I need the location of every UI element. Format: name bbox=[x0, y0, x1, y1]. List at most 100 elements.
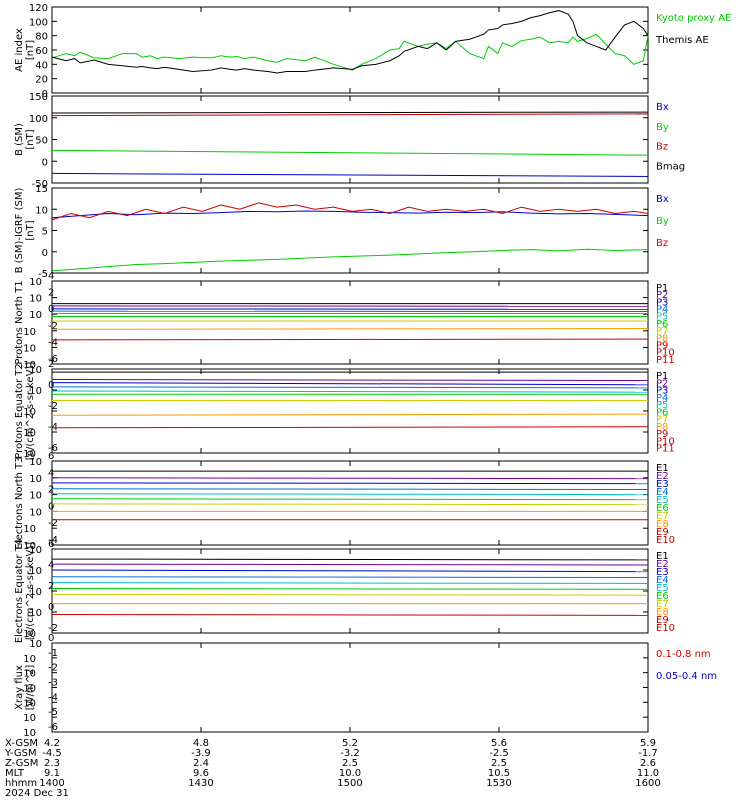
y-tick-exponent: -6 bbox=[48, 722, 58, 733]
y-tick-label: 10 bbox=[23, 327, 36, 338]
y-tick-exponent: -6 bbox=[48, 443, 58, 454]
y-tick-label: 10 bbox=[29, 491, 42, 502]
legend-entry: P3 bbox=[656, 386, 668, 397]
y-tick-exponent: 4 bbox=[48, 468, 54, 479]
y-tick-exponent: 4 bbox=[48, 560, 54, 571]
y-tick-label: 15 bbox=[35, 184, 48, 195]
legend-entry: E3 bbox=[656, 567, 669, 578]
legend-entry: P2 bbox=[656, 378, 668, 389]
ephem-value: 1400 bbox=[39, 778, 64, 789]
y-tick-exponent: 0 bbox=[48, 304, 54, 315]
legend-entry: Bz bbox=[656, 238, 668, 249]
legend-entry: E7 bbox=[656, 599, 669, 610]
legend-entry: P6 bbox=[656, 319, 668, 330]
legend-entry: E6 bbox=[656, 503, 669, 514]
series-line bbox=[51, 503, 649, 506]
y-tick-label: 0 bbox=[42, 157, 48, 168]
y-tick-label: 10 bbox=[23, 407, 36, 418]
legend-entry: P5 bbox=[656, 312, 668, 323]
y-tick-label: 10 bbox=[23, 541, 36, 552]
legend-entry: P7 bbox=[656, 415, 668, 426]
ephem-value: 10.5 bbox=[488, 768, 510, 779]
panel-frame bbox=[51, 6, 649, 94]
series-line bbox=[51, 338, 649, 341]
y-tick-label: 10 bbox=[23, 684, 36, 695]
y-axis-label: Electrons North T3 bbox=[14, 456, 25, 549]
y-tick-label: 0 bbox=[42, 248, 48, 259]
ephem-value: 5.6 bbox=[491, 738, 507, 749]
series-line bbox=[51, 379, 649, 382]
legend-entry: P10 bbox=[656, 436, 675, 447]
legend-entry: P11 bbox=[656, 444, 675, 455]
y-tick-label: 60 bbox=[35, 46, 48, 57]
legend-entry: E3 bbox=[656, 479, 669, 490]
legend-entry: Kyoto proxy AE bbox=[656, 13, 731, 24]
y-tick-label: 10 bbox=[23, 360, 36, 371]
series-line bbox=[51, 390, 649, 393]
y-tick-label: 10 bbox=[23, 713, 36, 724]
legend-entry: P11 bbox=[656, 355, 675, 366]
y-tick-label: 10 bbox=[23, 449, 36, 460]
y-tick-exponent: -2 bbox=[48, 321, 58, 332]
y-tick-exponent: 6 bbox=[48, 539, 54, 550]
panel-frame bbox=[51, 187, 649, 274]
y-tick-label: 50 bbox=[35, 136, 48, 147]
legend-entry: P1 bbox=[656, 371, 668, 382]
legend-entry: E10 bbox=[656, 535, 675, 546]
series-line bbox=[51, 563, 649, 566]
legend-entry: E4 bbox=[656, 487, 669, 498]
y-tick-label: 10 bbox=[23, 728, 36, 739]
legend-entry: P8 bbox=[656, 333, 668, 344]
series-line bbox=[51, 172, 649, 177]
y-tick-label: -5 bbox=[38, 269, 48, 280]
ephem-value: -3.2 bbox=[340, 748, 360, 759]
ephem-value: 5.9 bbox=[640, 738, 656, 749]
y-tick-label: 10 bbox=[29, 587, 42, 598]
ephem-value: 2.5 bbox=[491, 758, 507, 769]
y-tick-label: 100 bbox=[29, 17, 48, 28]
legend-entry: E7 bbox=[656, 511, 669, 522]
series-line bbox=[51, 10, 649, 74]
ephem-value: 2.3 bbox=[44, 758, 60, 769]
y-tick-label: 10 bbox=[29, 566, 42, 577]
y-tick-label: 10 bbox=[29, 386, 42, 397]
y-tick-exponent: -2 bbox=[48, 663, 58, 674]
y-tick-exponent: 2 bbox=[48, 359, 54, 370]
legend-entry: P9 bbox=[656, 340, 668, 351]
series-line bbox=[51, 149, 649, 156]
ephem-value: 1530 bbox=[486, 778, 511, 789]
legend-entry: Bx bbox=[656, 102, 669, 113]
y-axis-label: Electrons Equator T4 bbox=[14, 539, 25, 643]
y-axis-label: Protons Equator T2 bbox=[14, 363, 25, 459]
legend-entry: E2 bbox=[656, 471, 669, 482]
panel-1: -50 0 50 100 150 B (SM) [nT] Bx By Bz Bmag bbox=[14, 92, 685, 190]
series-line bbox=[51, 576, 649, 579]
y-axis-unit: [nT] bbox=[25, 220, 36, 240]
ephem-value: 11.0 bbox=[637, 768, 659, 779]
y-tick-exponent: 2 bbox=[48, 485, 54, 496]
legend-entry: Bz bbox=[656, 142, 668, 153]
y-tick-exponent: 4 bbox=[48, 271, 54, 282]
legend-entry: 0.1-0.8 nm bbox=[656, 649, 711, 660]
series-line bbox=[51, 382, 649, 386]
ephem-value: 1500 bbox=[337, 778, 362, 789]
ephem-value: 9.6 bbox=[193, 768, 209, 779]
legend-entry: Bmag bbox=[656, 161, 685, 172]
ephem-value: 2.5 bbox=[342, 758, 358, 769]
series-line bbox=[51, 558, 649, 561]
y-tick-label: 10 bbox=[35, 205, 48, 216]
legend-entry: P8 bbox=[656, 422, 668, 433]
ephem-value: 4.2 bbox=[44, 738, 60, 749]
legend-entry: Themis AE bbox=[655, 35, 709, 46]
series-line bbox=[51, 498, 649, 501]
y-tick-exponent: 0 bbox=[48, 633, 54, 644]
legend-entry: P9 bbox=[656, 429, 668, 440]
legend-entry: 0.05-0.4 nm bbox=[656, 671, 717, 682]
legend-entry: E4 bbox=[656, 575, 669, 586]
panel-frame bbox=[51, 460, 649, 546]
panel-7: 10 -6 10 -5 10 -4 10 -3 10 -2 10 -1 10 0 Xray flux [W/m… bbox=[14, 633, 717, 739]
panel-frame bbox=[51, 280, 649, 365]
y-tick-label: 150 bbox=[29, 92, 48, 103]
y-tick-label: 10 bbox=[29, 365, 42, 376]
